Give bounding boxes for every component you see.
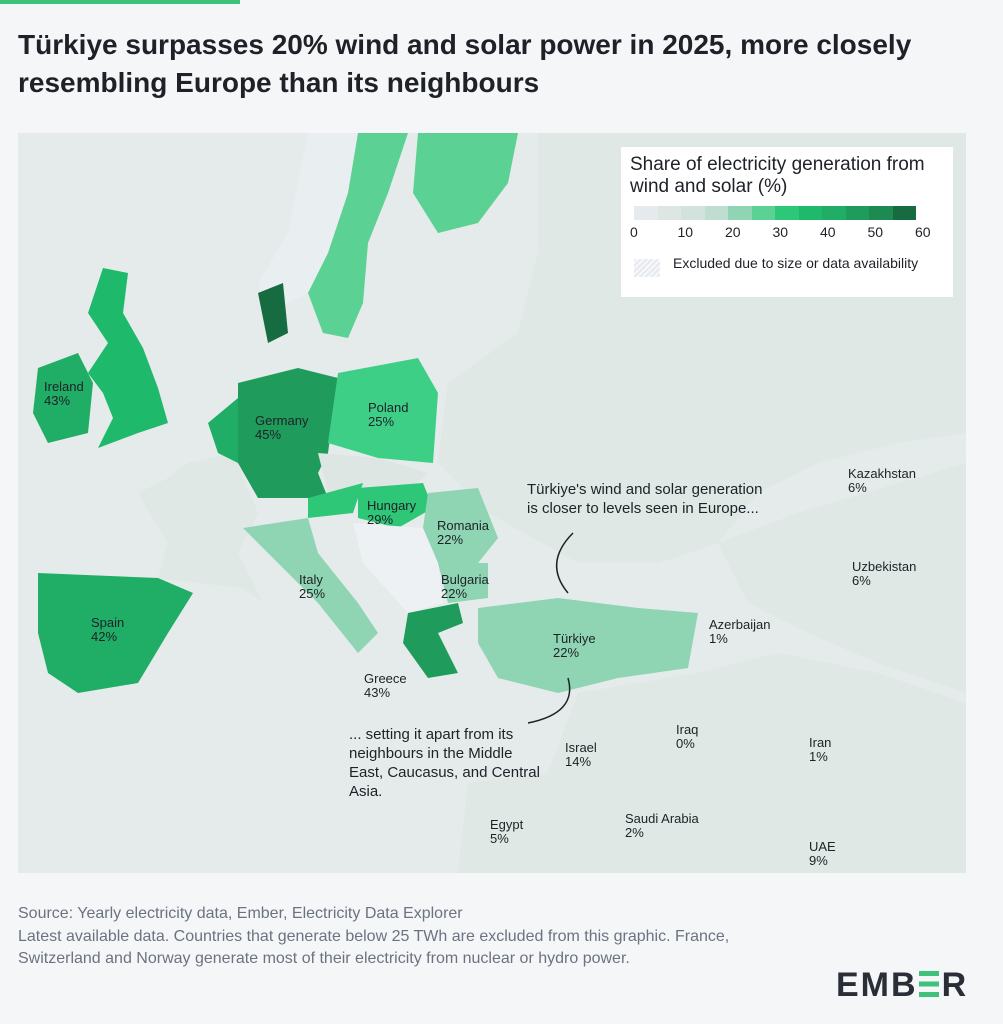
country-value: 29% [367, 512, 393, 527]
scale-swatch [704, 206, 728, 220]
legend-tick: 40 [820, 224, 836, 240]
legend-tick: 30 [772, 224, 789, 240]
country-value: 5% [490, 831, 509, 846]
country-name: UAE [809, 839, 836, 854]
country-value: 22% [437, 532, 463, 547]
country-name: Romania [437, 518, 490, 533]
land-italy [243, 518, 378, 653]
annotation-arrow-top [555, 532, 574, 594]
legend-tick: 0 [630, 224, 638, 240]
scale-swatch [892, 206, 916, 220]
country-value: 6% [848, 480, 867, 495]
ember-logo: EMB R [836, 966, 969, 1004]
country-name: Spain [91, 615, 124, 630]
land-bulgaria [438, 563, 488, 603]
land-turkiye [478, 598, 698, 693]
land-balkans [353, 523, 443, 613]
country-value: 25% [368, 414, 394, 429]
land-finland [413, 133, 518, 233]
country-name: Greece [364, 671, 407, 686]
country-name: Ireland [44, 379, 84, 394]
country-value: 2% [625, 825, 644, 840]
country-name: Egypt [490, 817, 524, 832]
land-uk [88, 268, 168, 448]
country-name: Azerbaijan [709, 617, 770, 632]
country-value: 14% [565, 754, 591, 769]
country-name: Iraq [676, 722, 698, 737]
scale-swatch [728, 206, 752, 220]
land-hungary [358, 483, 433, 528]
country-value: 22% [553, 645, 579, 660]
scale-swatch [681, 206, 705, 220]
country-value: 25% [299, 586, 325, 601]
country-name: Germany [255, 413, 309, 428]
land-middle-east [458, 653, 966, 873]
scale-swatch [634, 206, 658, 220]
country-value: 1% [709, 631, 728, 646]
country-value: 0% [676, 736, 695, 751]
country-name: Israel [565, 740, 597, 755]
country-name: Bulgaria [441, 572, 489, 587]
land-benelux [208, 398, 238, 463]
land-germany [238, 368, 338, 498]
country-name: Iran [809, 735, 831, 750]
country-value: 43% [44, 393, 70, 408]
land-central-asia [718, 463, 966, 693]
legend-title: Share of electricity generation from win… [630, 154, 925, 197]
scale-swatch [751, 206, 775, 220]
scale-swatch [822, 206, 846, 220]
land-denmark [258, 283, 288, 343]
land-france [138, 453, 263, 603]
country-name: Poland [368, 400, 408, 415]
annotation-bottom: ... setting it apart from its neighbours… [349, 726, 540, 800]
land-poland [328, 358, 438, 463]
land-greece [403, 603, 463, 678]
country-value: 45% [255, 427, 281, 442]
land-sweden [308, 133, 408, 338]
footnote: Latest available data. Countries that ge… [18, 927, 730, 968]
country-name: Türkiye [553, 631, 596, 646]
country-name: Uzbekistan [852, 559, 916, 574]
country-name: Italy [299, 572, 323, 587]
land-spain [38, 573, 193, 693]
scale-swatch [798, 206, 822, 220]
land-czechia-etc [318, 453, 428, 493]
scale-swatch [845, 206, 869, 220]
color-scale [634, 206, 916, 220]
scale-swatch [657, 206, 681, 220]
source: Source: Yearly electricity data, Ember, … [18, 905, 463, 922]
excluded-label: Excluded due to size or data availabilit… [673, 255, 919, 271]
scale-swatch [775, 206, 799, 220]
legend-tick: 60 [915, 224, 931, 240]
footer: Source: Yearly electricity data, Ember, … [18, 903, 778, 971]
country-value: 22% [441, 586, 467, 601]
scale-swatch [869, 206, 893, 220]
country-name: Saudi Arabia [625, 811, 699, 826]
page-title: Türkiye surpasses 20% wind and solar pow… [18, 29, 912, 98]
legend-tick: 10 [677, 224, 694, 240]
country-value: 9% [809, 853, 828, 868]
land-romania [423, 488, 498, 563]
land-norway [258, 133, 358, 313]
legend: Share of electricity generation from win… [621, 147, 953, 297]
annotation-top: Türkiye's wind and solar generation is c… [527, 481, 763, 517]
country-value: 1% [809, 749, 828, 764]
country-name: Kazakhstan [848, 466, 916, 481]
annotation-arrow-bottom [527, 677, 571, 724]
land-ireland [33, 353, 93, 443]
country-value: 6% [852, 573, 871, 588]
country-name: Hungary [367, 498, 417, 513]
legend-tick: 50 [867, 224, 884, 240]
excluded-swatch [634, 259, 660, 277]
legend-tick: 20 [725, 224, 741, 240]
country-value: 42% [91, 629, 117, 644]
accent-bar [0, 0, 240, 4]
country-value: 43% [364, 685, 390, 700]
land-austria [308, 483, 363, 518]
